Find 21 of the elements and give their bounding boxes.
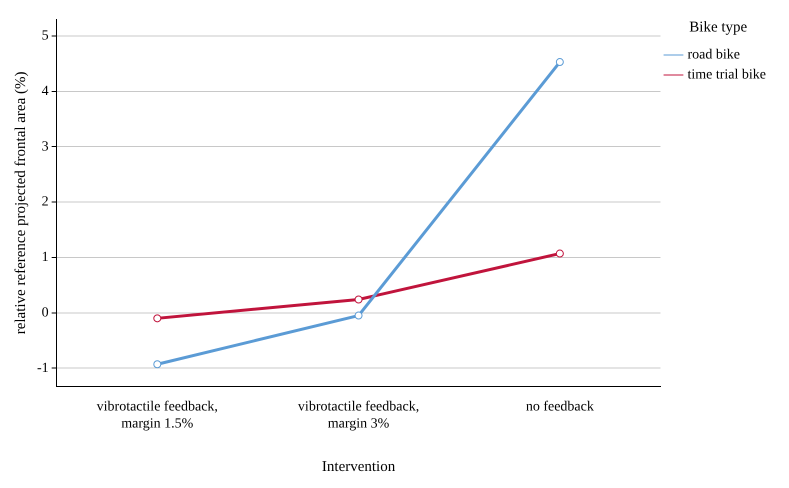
point <box>153 360 162 368</box>
point <box>354 295 363 304</box>
y-tick-label: 1 <box>42 250 49 266</box>
y-tick-label: 0 <box>42 305 49 320</box>
x-axis-title: Intervention <box>322 458 396 475</box>
point <box>556 250 564 258</box>
y-tick-label: 4 <box>42 84 49 100</box>
y-tick-label: 2 <box>42 194 49 210</box>
y-tick-label: -1 <box>36 360 49 376</box>
y-axis-title: relative reference projected frontal area (%) <box>12 72 29 334</box>
x-tick-label: vibrotactile feedback, margin 1.5% <box>96 399 218 432</box>
legend-title: Bike type <box>689 19 748 36</box>
point <box>354 312 363 320</box>
legend-label: time trial bike <box>687 68 766 83</box>
y-tick-label: 5 <box>42 28 49 44</box>
x-tick-label: vibrotactile feedback, margin 3% <box>298 399 420 432</box>
point <box>153 314 162 322</box>
y-tick-label: 3 <box>42 139 49 154</box>
point <box>556 58 564 66</box>
legend-label: road bike <box>687 48 740 63</box>
x-tick-label: no feedback <box>526 399 594 414</box>
